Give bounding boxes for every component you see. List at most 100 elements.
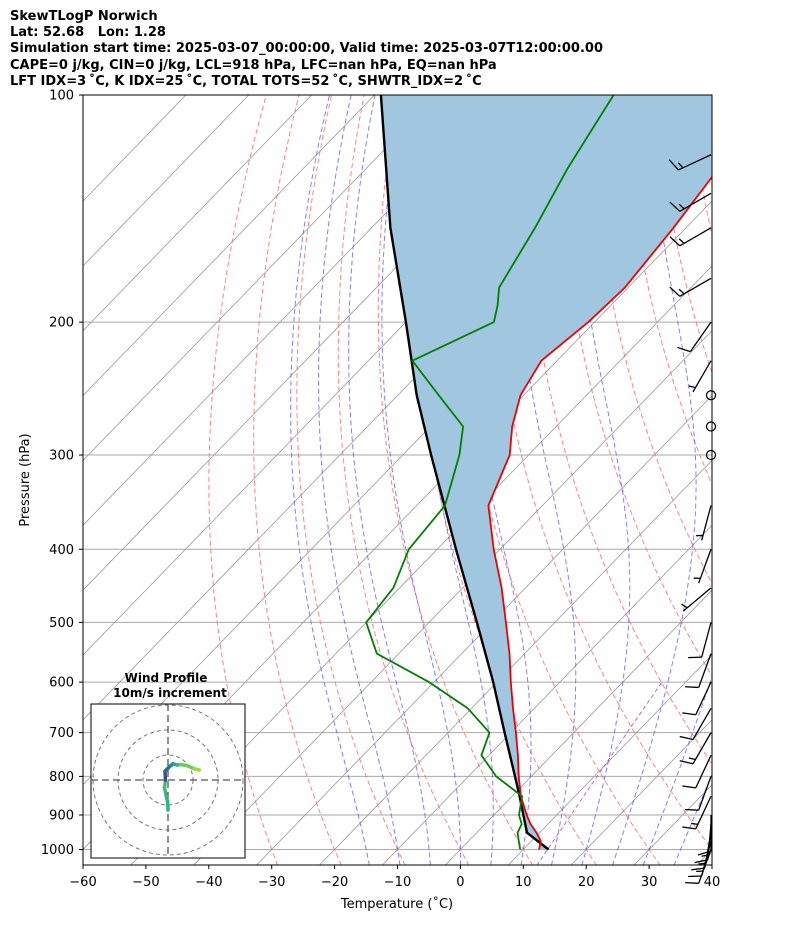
- barb-half-flag: [678, 203, 685, 210]
- wind-barb: [669, 192, 712, 212]
- y-axis-label: Pressure (hPa): [18, 433, 33, 526]
- moist-adiabat: [290, 95, 370, 865]
- wind-barb: [669, 277, 712, 297]
- isotherm: [83, 95, 438, 462]
- y-tick-label: 1000: [41, 843, 74, 858]
- moist-adiabat: [348, 95, 431, 865]
- barb-flag: [685, 686, 699, 689]
- y-tick-label: 600: [49, 676, 74, 691]
- wind-barb: [677, 321, 712, 353]
- isotherm: [193, 330, 712, 865]
- temperature-line: [487, 175, 712, 850]
- barb-staff: [698, 653, 712, 688]
- calm-wind-circle: [705, 390, 717, 401]
- wind-barb: [682, 681, 712, 716]
- isotherm: [696, 848, 712, 865]
- dry-adiabat: [689, 95, 712, 238]
- wind-barb: [679, 708, 712, 741]
- barb-flag: [685, 808, 699, 811]
- parcel-profile-line: [379, 95, 550, 851]
- wind-barb: [682, 754, 712, 789]
- cin-shading: [380, 95, 712, 850]
- wind-barb: [697, 814, 712, 856]
- dry-adiabat: [788, 95, 794, 866]
- wind-barb: [685, 776, 712, 811]
- wind-barb: [693, 549, 712, 584]
- barb-half-flag: [698, 862, 706, 865]
- dry-adiabat: [489, 95, 712, 851]
- barb-staff: [679, 227, 712, 247]
- hodograph-inset: Wind Profile 10m/s increment: [90, 671, 246, 859]
- dry-adiabat: [453, 95, 661, 865]
- barb-flag: [682, 826, 696, 830]
- profile-lines: [365, 95, 712, 851]
- wind-barb: [688, 622, 712, 659]
- y-tick-label: 500: [49, 616, 74, 631]
- barb-staff: [689, 321, 712, 352]
- x-tick-label: 0: [456, 875, 464, 890]
- axis-ticks: −60 −50 −40 −30 −20 −10 0 10 20 30 40 100 200 300 400 5…: [41, 89, 720, 891]
- chart-header: SkewTLogP Norwich Lat: 52.68 Lon: 1.28 Sim…: [10, 9, 603, 90]
- y-tick-label: 900: [49, 808, 74, 823]
- dry-adiabat: [624, 95, 712, 486]
- x-axis-label: Temperature (˚C): [340, 896, 453, 912]
- dry-adiabat: [208, 95, 279, 865]
- dry-adiabat: [755, 95, 794, 866]
- barb-flag: [669, 286, 681, 297]
- isotherm: [83, 95, 250, 267]
- y-tick-label: 100: [49, 89, 74, 104]
- mixing-ratio-line: [702, 849, 712, 865]
- barb-flag: [679, 735, 694, 741]
- barb-staff: [683, 587, 712, 612]
- dry-adiabat: [337, 95, 470, 865]
- x-tick-label: −10: [384, 875, 411, 890]
- moist-adiabat: [381, 95, 462, 865]
- barb-half-flag: [688, 757, 696, 761]
- moist-adiabat: [318, 95, 401, 865]
- barb-flag: [669, 201, 681, 212]
- wind-barb: [681, 587, 712, 612]
- isotherm: [256, 395, 712, 865]
- wind-barb: [668, 154, 712, 171]
- wind-barb: [688, 360, 712, 393]
- isotherm: [570, 719, 712, 865]
- barb-flag: [682, 785, 696, 789]
- barb-staff: [695, 795, 712, 830]
- barb-staff: [701, 622, 712, 658]
- x-tick-label: −60: [69, 875, 96, 890]
- x-tick-label: −20: [321, 875, 348, 890]
- wind-barb: [685, 653, 712, 689]
- dry-adiabat: [296, 95, 406, 865]
- dry-adiabat: [253, 95, 342, 865]
- y-tick-label: 400: [49, 543, 74, 558]
- mixing-ratio-line: [536, 681, 663, 865]
- wind-barb: [696, 505, 712, 541]
- hodograph-title: Wind Profile: [125, 671, 208, 685]
- barb-flag: [691, 867, 705, 871]
- barb-flag: [668, 159, 679, 171]
- moist-adiabat: [611, 95, 697, 865]
- moist-adiabat: [673, 773, 712, 865]
- wind-barbs: [668, 154, 717, 884]
- moist-adiabat: [642, 675, 712, 865]
- calm-wind-circle: [705, 421, 717, 432]
- dewpoint-line: [365, 95, 615, 850]
- barb-half-flag: [701, 854, 709, 857]
- isotherm: [759, 95, 794, 865]
- barb-staff: [692, 732, 712, 765]
- y-tick-label: 300: [49, 448, 74, 463]
- x-tick-label: −40: [195, 875, 222, 890]
- isotherm: [507, 654, 712, 865]
- barb-flag: [679, 760, 694, 765]
- calm-wind-circle: [705, 449, 717, 461]
- moist-adiabat: [573, 95, 631, 865]
- wind-barb: [682, 795, 712, 830]
- barb-flag: [694, 859, 708, 864]
- time-line: Simulation start time: 2025-03-07_00:00:…: [10, 41, 603, 57]
- barb-half-flag: [681, 603, 688, 609]
- barb-staff: [698, 776, 712, 811]
- hodograph-segment: [192, 767, 201, 772]
- isotherm: [83, 95, 501, 526]
- barb-flag: [677, 346, 691, 353]
